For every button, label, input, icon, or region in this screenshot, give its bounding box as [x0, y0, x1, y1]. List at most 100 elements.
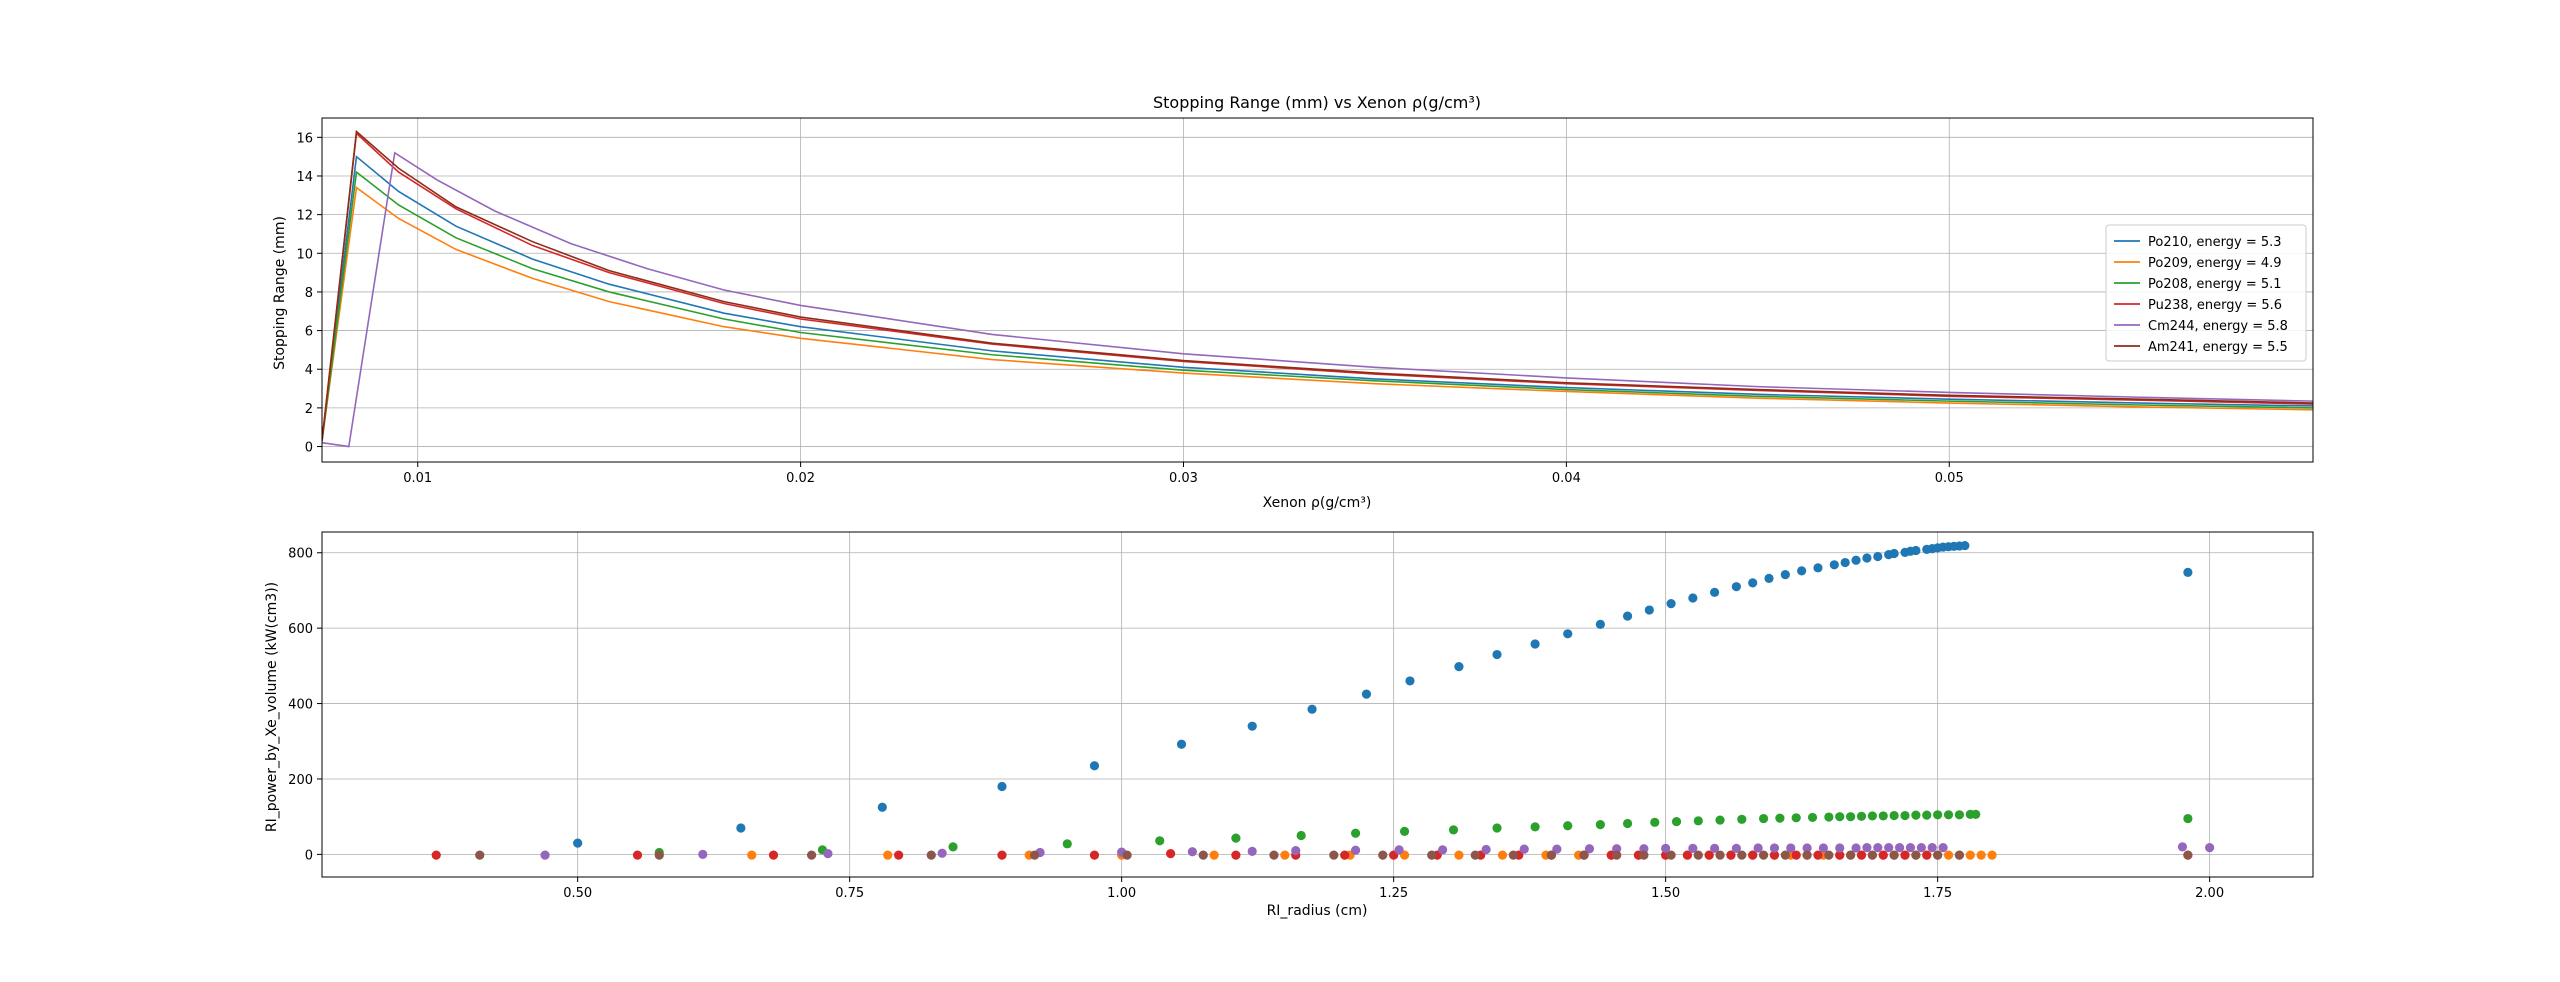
data-point-0	[736, 823, 746, 833]
data-point-5	[806, 850, 817, 860]
data-point-4	[1552, 844, 1562, 854]
data-point-3	[1340, 850, 1350, 860]
data-point-4	[1247, 846, 1257, 856]
legend-label: Po210, energy = 5.3	[2148, 235, 2282, 250]
data-point-4	[1884, 842, 1894, 853]
data-point-5	[1639, 850, 1649, 860]
data-point-0	[1710, 587, 1720, 597]
data-point-3	[1682, 850, 1693, 860]
data-point-1	[1671, 816, 1682, 827]
data-point-3	[431, 850, 441, 860]
x-tick-label: 1.75	[1923, 886, 1952, 901]
data-point-5	[1911, 850, 1921, 860]
data-point-5	[1427, 850, 1437, 860]
data-point-0	[1454, 662, 1464, 672]
data-point-4	[1187, 847, 1197, 857]
data-point-3	[1231, 850, 1241, 860]
data-point-0	[997, 781, 1007, 792]
data-point-3	[1878, 850, 1888, 860]
data-point-1	[1954, 810, 1965, 820]
data-point-4	[1481, 844, 1491, 855]
series-line-0	[322, 155, 2313, 441]
legend-box	[2105, 224, 2307, 362]
data-point-4	[1818, 843, 1829, 853]
plot-area	[431, 540, 2215, 860]
data-point-3	[1813, 850, 1823, 860]
data-point-3	[1748, 850, 1758, 860]
data-point-0	[1840, 557, 1850, 568]
x-tick-label: 0.05	[1935, 471, 1964, 486]
y-tick-label: 10	[296, 247, 313, 262]
y-tick-label: 400	[288, 698, 313, 713]
series-line-1	[322, 186, 2313, 441]
series-group	[322, 129, 2313, 448]
data-point-2	[1987, 850, 1997, 860]
data-point-3	[1791, 850, 1801, 860]
series-line-4	[322, 151, 2313, 448]
data-point-0	[1247, 721, 1257, 731]
data-point-0	[1563, 629, 1573, 639]
data-point-2	[883, 850, 893, 860]
data-point-5	[1780, 850, 1790, 860]
data-point-3	[1726, 850, 1736, 860]
data-point-5	[1846, 850, 1856, 860]
data-point-3	[1922, 850, 1932, 860]
data-point-4	[540, 850, 550, 860]
data-point-0	[1780, 570, 1790, 580]
data-point-5	[475, 850, 485, 860]
data-point-0	[1089, 761, 1100, 771]
data-point-5	[654, 850, 664, 860]
series-line-2	[322, 170, 2313, 441]
data-point-0	[1622, 611, 1633, 621]
data-point-1	[1563, 821, 1573, 831]
data-point-4	[1802, 843, 1812, 853]
data-point-0	[1851, 555, 1861, 565]
series-group	[431, 540, 2215, 860]
data-point-0	[1688, 593, 1698, 603]
data-point-1	[1231, 833, 1241, 843]
data-point-4	[1927, 842, 1937, 853]
x-tick-label: 0.75	[835, 886, 864, 901]
legend: Po210, energy = 5.3 Po209, energy = 4.9 Po…	[2105, 224, 2307, 362]
data-point-0	[1361, 689, 1372, 699]
data-point-4	[1731, 843, 1741, 853]
data-point-4	[1873, 842, 1883, 853]
data-point-2	[747, 850, 757, 860]
data-point-5	[1693, 850, 1703, 860]
data-point-0	[2183, 567, 2193, 577]
data-point-0	[1911, 545, 1921, 556]
data-point-5	[1508, 850, 1518, 860]
data-point-1	[1911, 810, 1921, 820]
data-point-1	[1889, 810, 1899, 821]
legend-label: Pu238, energy = 5.6	[2148, 298, 2282, 313]
data-point-4	[1661, 843, 1671, 853]
plot-frame	[321, 117, 2314, 463]
data-point-1	[1062, 839, 1072, 849]
data-point-1	[1835, 812, 1845, 822]
data-point-0	[1813, 563, 1823, 573]
data-point-4	[1350, 845, 1361, 855]
x-tick-label: 0.02	[786, 471, 815, 486]
data-point-4	[1786, 843, 1796, 853]
data-point-5	[926, 850, 936, 860]
data-point-1	[1971, 809, 1981, 820]
data-point-4	[1291, 846, 1301, 856]
data-point-2	[1454, 850, 1464, 860]
data-point-0	[1644, 605, 1654, 615]
x-axis-label: RI_radius (cm)	[1267, 903, 1368, 919]
data-point-1	[1399, 826, 1410, 836]
data-point-3	[894, 850, 904, 860]
data-point-4	[1519, 844, 1529, 854]
data-point-3	[1856, 850, 1867, 860]
data-point-5	[1030, 850, 1040, 860]
y-axis-label: Stopping Range (mm)	[272, 216, 288, 370]
data-point-0	[1731, 582, 1741, 592]
data-point-1	[1155, 836, 1165, 846]
data-point-1	[1878, 811, 1888, 821]
data-point-1	[1791, 813, 1801, 823]
y-tick-label: 200	[288, 773, 313, 788]
data-point-5	[1737, 850, 1747, 860]
data-point-5	[1122, 850, 1132, 860]
axes: 0.50 0.75 1.00 1.25 1.50 1.75 2.00 0 200 400 600 80…	[288, 531, 2314, 901]
data-point-0	[1829, 560, 1839, 570]
